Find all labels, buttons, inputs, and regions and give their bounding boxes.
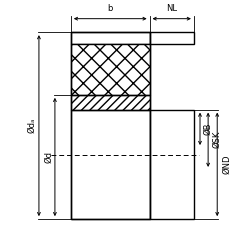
Bar [71, 110, 150, 219]
Text: ØND: ØND [223, 155, 232, 174]
Text: Ødₐ: Ødₐ [27, 118, 36, 133]
Bar [150, 110, 194, 219]
Bar [71, 44, 150, 95]
Text: ØB: ØB [203, 122, 212, 135]
Bar [71, 95, 150, 110]
Bar [71, 95, 150, 110]
Text: NL: NL [166, 4, 177, 13]
Text: b: b [108, 4, 113, 13]
Bar [150, 32, 194, 44]
Bar [71, 32, 150, 219]
Bar [71, 32, 150, 44]
Text: ØSK: ØSK [212, 131, 222, 148]
Text: Ød: Ød [44, 151, 53, 163]
Bar [71, 44, 150, 95]
